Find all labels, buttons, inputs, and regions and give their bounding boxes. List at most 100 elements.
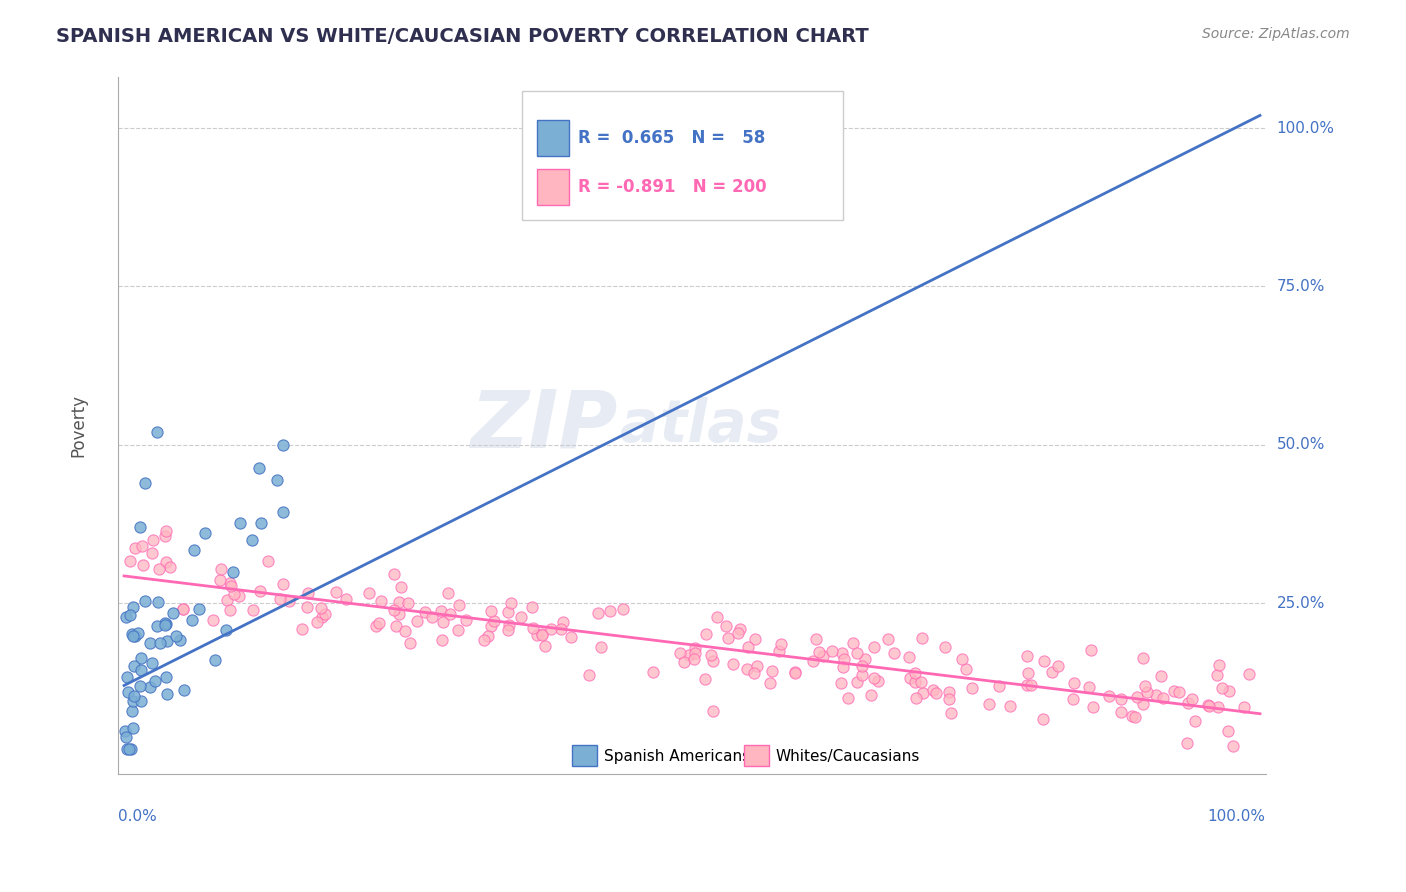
FancyBboxPatch shape bbox=[537, 120, 569, 156]
Point bbox=[586, 606, 609, 620]
Point bbox=[242, 603, 264, 617]
Point bbox=[683, 646, 706, 660]
Point bbox=[120, 741, 142, 756]
Point bbox=[1098, 689, 1121, 703]
Point bbox=[128, 679, 150, 693]
Text: 75.0%: 75.0% bbox=[1277, 279, 1324, 294]
Point bbox=[250, 516, 273, 530]
Point bbox=[768, 644, 790, 658]
Point bbox=[526, 628, 548, 642]
Point bbox=[1198, 699, 1220, 714]
Point bbox=[118, 607, 141, 622]
Point bbox=[758, 676, 780, 690]
Point bbox=[118, 554, 141, 568]
Point bbox=[472, 632, 495, 647]
Point bbox=[860, 688, 883, 702]
Point bbox=[897, 650, 920, 665]
Point bbox=[153, 615, 176, 630]
Text: R = -0.891   N = 200: R = -0.891 N = 200 bbox=[578, 178, 768, 196]
Point bbox=[1133, 679, 1156, 693]
Point bbox=[522, 600, 544, 615]
Point bbox=[1040, 665, 1063, 679]
Point bbox=[153, 529, 176, 543]
Point bbox=[683, 640, 706, 655]
Point bbox=[420, 610, 443, 624]
Point bbox=[672, 655, 695, 669]
Text: R =  0.665   N =   58: R = 0.665 N = 58 bbox=[578, 129, 766, 147]
Point bbox=[124, 629, 146, 643]
Point bbox=[454, 613, 477, 627]
Point bbox=[436, 586, 458, 600]
Point bbox=[496, 605, 519, 619]
Point bbox=[430, 632, 453, 647]
Point bbox=[785, 665, 807, 680]
Text: Whites/Caucasians: Whites/Caucasians bbox=[776, 748, 920, 764]
Point bbox=[714, 619, 737, 633]
Point bbox=[142, 533, 165, 547]
Point bbox=[1218, 684, 1240, 698]
Point bbox=[832, 652, 855, 666]
Point bbox=[121, 627, 143, 641]
Point bbox=[737, 662, 759, 676]
Point bbox=[155, 618, 177, 632]
Point bbox=[578, 668, 600, 682]
Point bbox=[1132, 651, 1154, 665]
Point bbox=[222, 565, 245, 579]
Point bbox=[479, 604, 502, 618]
Point bbox=[496, 623, 519, 637]
Point bbox=[367, 616, 389, 631]
Point bbox=[851, 668, 873, 682]
Point bbox=[141, 657, 163, 671]
Point bbox=[1126, 690, 1149, 705]
Point bbox=[131, 539, 153, 553]
Text: Spanish Americans: Spanish Americans bbox=[603, 748, 749, 764]
Point bbox=[853, 652, 876, 666]
Point bbox=[987, 680, 1010, 694]
Point bbox=[122, 658, 145, 673]
Point bbox=[122, 721, 145, 735]
Point bbox=[118, 741, 141, 756]
Point bbox=[139, 636, 162, 650]
Point bbox=[305, 615, 328, 629]
Point bbox=[727, 625, 749, 640]
Point bbox=[761, 664, 783, 678]
Point bbox=[399, 636, 422, 650]
Point bbox=[501, 596, 523, 610]
Point bbox=[122, 689, 145, 703]
Point bbox=[807, 645, 830, 659]
Point bbox=[717, 632, 740, 646]
Point bbox=[129, 651, 152, 665]
Point bbox=[388, 595, 411, 609]
Point bbox=[115, 741, 138, 756]
Text: SPANISH AMERICAN VS WHITE/CAUCASIAN POVERTY CORRELATION CHART: SPANISH AMERICAN VS WHITE/CAUCASIAN POVE… bbox=[56, 27, 869, 45]
Point bbox=[297, 586, 319, 600]
Point bbox=[1208, 658, 1230, 673]
Point bbox=[1062, 692, 1084, 706]
Point bbox=[904, 665, 927, 680]
Point bbox=[257, 554, 280, 568]
Point bbox=[382, 602, 405, 616]
Point bbox=[370, 594, 392, 608]
Point bbox=[1121, 708, 1143, 723]
Point bbox=[271, 577, 294, 591]
Point bbox=[141, 546, 163, 560]
Point bbox=[737, 640, 759, 654]
Point bbox=[219, 602, 242, 616]
Point bbox=[156, 687, 179, 701]
Point bbox=[911, 686, 934, 700]
Point bbox=[1019, 678, 1042, 692]
Point bbox=[898, 671, 921, 685]
Point bbox=[139, 680, 162, 694]
Point bbox=[202, 613, 225, 627]
Point bbox=[249, 583, 271, 598]
Point bbox=[165, 629, 187, 643]
Point bbox=[1167, 685, 1189, 699]
Point bbox=[146, 594, 169, 608]
Point bbox=[291, 622, 314, 636]
Point bbox=[540, 623, 562, 637]
Point bbox=[439, 607, 461, 621]
Point bbox=[938, 691, 960, 706]
FancyBboxPatch shape bbox=[522, 91, 844, 220]
Point bbox=[172, 602, 194, 616]
Point bbox=[148, 562, 170, 576]
